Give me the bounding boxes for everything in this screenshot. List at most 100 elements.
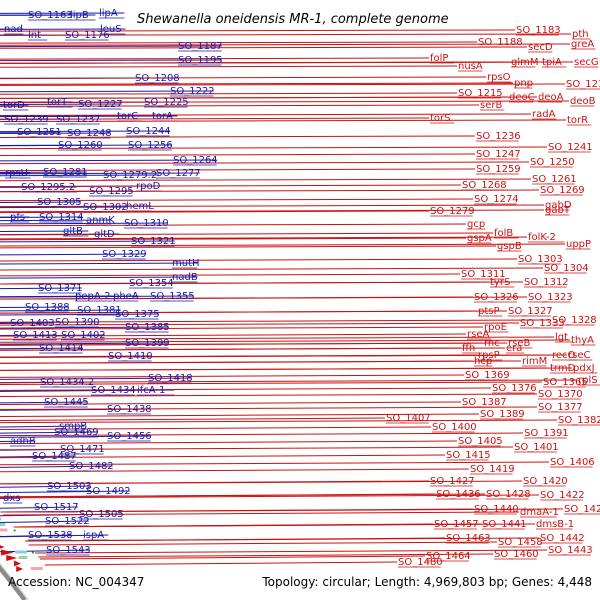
right-label-leader xyxy=(0,46,528,49)
left-gene-label: SO_1390 xyxy=(55,317,100,328)
right-gene-label: rseC xyxy=(568,350,590,361)
right-label-leader xyxy=(0,508,564,513)
left-label-leader xyxy=(0,172,200,175)
right-gene-label: SO_1391 xyxy=(524,428,569,439)
left-label-leader xyxy=(0,219,112,222)
right-label-leader xyxy=(0,153,476,157)
right-gene-label: hcp xyxy=(474,356,492,367)
right-gene-label: gabT xyxy=(545,205,571,216)
right-gene-label: secD xyxy=(528,42,553,53)
left-label-leader xyxy=(0,534,109,538)
right-gene-label: folB xyxy=(494,228,513,239)
left-label-leader xyxy=(0,377,192,380)
plus-strand-gene xyxy=(6,555,18,561)
left-label-leader xyxy=(0,174,159,177)
right-label-leader xyxy=(0,296,528,300)
left-gene-label: SO_1538 xyxy=(28,530,73,541)
left-gene-label: SO_1503 xyxy=(47,481,92,492)
right-label-leader xyxy=(0,454,446,459)
right-label-leader xyxy=(0,245,497,249)
left-label-leader xyxy=(0,295,194,298)
right-label-leader xyxy=(0,100,570,103)
right-gene-label: SO_1427 xyxy=(430,476,475,487)
right-gene-label: gcp xyxy=(467,219,485,230)
left-label-leader xyxy=(0,490,130,494)
left-label-leader xyxy=(0,230,89,233)
left-gene-label: SO_1302 xyxy=(83,202,128,213)
left-label-leader xyxy=(0,440,36,443)
left-label-leader xyxy=(0,130,170,133)
left-gene-label: nad xyxy=(4,24,23,35)
left-gene-label: SO_1543 xyxy=(46,545,91,556)
left-label-leader xyxy=(0,115,178,118)
right-gene-label: SO_1323 xyxy=(528,292,573,303)
left-gene-label: anmK xyxy=(86,215,115,226)
left-gene-label: SO_1434.2 xyxy=(40,377,94,388)
right-gene-label: SO_1422 xyxy=(540,490,585,501)
left-label-leader xyxy=(0,309,121,312)
left-gene-label: SO_1176 xyxy=(65,30,110,41)
right-gene-label: SO_1442 xyxy=(540,533,585,544)
left-gene-label: SO_1355 xyxy=(150,291,195,302)
right-label-leader xyxy=(0,178,532,182)
right-label-leader xyxy=(0,374,465,378)
right-label-leader xyxy=(0,417,386,421)
left-label-leader xyxy=(0,253,146,256)
tick-dot xyxy=(13,529,16,532)
right-gene-label: rpsP xyxy=(478,350,500,361)
right-gene-label: SO_1415 xyxy=(446,450,491,461)
right-label-leader xyxy=(0,468,470,473)
left-gene-label: SO_1413 xyxy=(13,330,58,341)
left-gene-label: SO_1371 xyxy=(38,283,83,294)
left-gene-label: rpsU xyxy=(5,168,28,179)
right-label-leader xyxy=(0,333,467,337)
right-label-leader xyxy=(0,209,545,213)
right-label-leader xyxy=(0,57,430,60)
feature-tile xyxy=(0,528,8,532)
right-gene-label: SO_1274 xyxy=(474,194,519,205)
right-gene-label: SO_1377 xyxy=(538,402,583,413)
plus-strand-gene xyxy=(0,535,2,537)
right-label-leader xyxy=(3,511,520,516)
right-label-leader xyxy=(0,83,566,86)
left-label-leader xyxy=(0,240,175,243)
left-gene-label: SO_1227 xyxy=(78,99,123,110)
left-gene-label: SO_1321 xyxy=(131,236,176,247)
right-gene-label: SO_1268 xyxy=(462,180,507,191)
left-gene-label: SO_1187 xyxy=(178,41,223,52)
right-gene-label: SO_1261 xyxy=(532,174,577,185)
feature-tile xyxy=(18,556,28,559)
right-gene-label: recO xyxy=(552,350,576,361)
left-gene-label: SO_1456 xyxy=(107,431,152,442)
right-gene-label: secG xyxy=(574,57,599,68)
left-gene-label: SO_1492 xyxy=(86,486,131,497)
left-gene-label: pheA xyxy=(113,291,139,302)
right-gene-label: SO_1303 xyxy=(518,254,563,265)
right-gene-label: serB xyxy=(480,100,502,111)
right-gene-label: gabD xyxy=(545,200,572,211)
right-gene-label: SO_1387 xyxy=(462,397,507,408)
right-label-leader xyxy=(0,184,462,188)
left-gene-label: SO_1487 xyxy=(32,451,77,462)
left-gene-label: gltD xyxy=(94,229,115,240)
right-label-leader xyxy=(0,198,474,202)
right-label-leader xyxy=(0,43,571,46)
left-label-leader xyxy=(0,276,198,279)
left-gene-label: SO_1256 xyxy=(128,140,173,151)
left-label-leader xyxy=(0,45,222,48)
right-gene-label: SO_1401 xyxy=(514,442,559,453)
left-gene-label: adhB xyxy=(10,436,36,447)
left-gene-label: SO_1163 xyxy=(28,10,73,21)
right-gene-label: gspA xyxy=(467,233,492,244)
feature-tile xyxy=(14,550,27,554)
right-label-leader xyxy=(0,223,467,227)
right-gene-label: SO_1441 xyxy=(482,519,527,530)
left-gene-label: gltB xyxy=(63,226,83,237)
right-gene-label: SO_1236 xyxy=(476,131,521,142)
right-gene-label: radA xyxy=(532,109,556,120)
left-label-leader xyxy=(0,465,113,468)
left-gene-label: SO_1295 xyxy=(89,186,134,197)
right-label-leader xyxy=(0,461,550,466)
left-label-leader xyxy=(0,347,83,350)
